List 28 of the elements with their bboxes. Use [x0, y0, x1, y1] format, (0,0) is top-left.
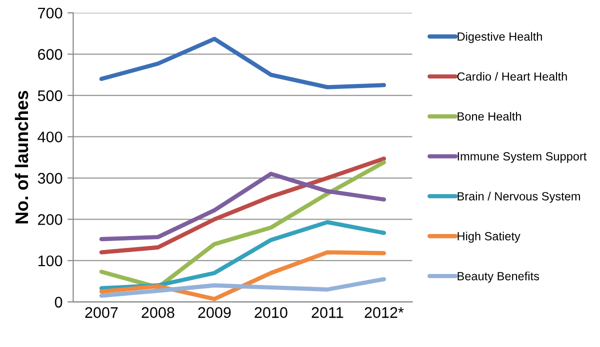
y-tick-label: 700: [38, 8, 62, 19]
x-tick-label: 2008: [142, 307, 174, 318]
x-tick-label: 2007: [85, 307, 118, 318]
legend-label: Digestive Health: [458, 32, 542, 44]
y-axis-title: No. of launches: [14, 90, 28, 224]
line-series: [99, 277, 386, 298]
legend-label: Brain / Nervous System: [458, 192, 580, 203]
y-tick-label: 300: [38, 172, 62, 184]
line-series: [99, 172, 386, 242]
line-series: [99, 250, 386, 302]
y-tick-label: 200: [38, 214, 62, 225]
legend-label: High Satiety: [458, 232, 520, 243]
x-tick-label: 2012*: [364, 307, 404, 318]
line-series: [99, 156, 386, 254]
y-tick-label: 100: [38, 255, 62, 266]
line-series: [99, 160, 386, 290]
y-tick-label: 400: [38, 132, 62, 142]
x-tick-label: 2010: [254, 307, 288, 318]
legend-label: Immune System Support: [458, 152, 587, 163]
x-tick-label: 2011: [312, 307, 344, 318]
legend-label: Beauty Benefits: [458, 272, 540, 283]
legend-label: Cardio / Heart Health: [457, 72, 567, 81]
y-tick-label: 500: [38, 90, 62, 102]
y-tick-label: 600: [38, 49, 62, 60]
legend-label: Bone Health: [458, 112, 521, 121]
x-tick-label: 2009: [198, 307, 231, 318]
line-series: [99, 36, 386, 90]
y-tick-label: 0: [54, 296, 62, 308]
